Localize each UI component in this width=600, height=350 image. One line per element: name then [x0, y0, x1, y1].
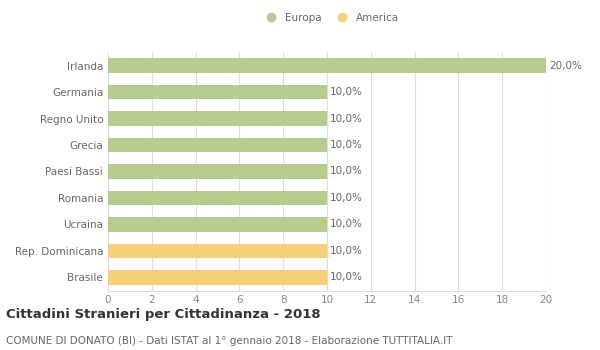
Bar [108, 85, 327, 99]
Bar [108, 138, 327, 152]
Text: 10,0%: 10,0% [330, 114, 363, 124]
Text: 10,0%: 10,0% [330, 87, 363, 97]
Bar [108, 164, 327, 179]
Bar [108, 244, 327, 258]
Text: Cittadini Stranieri per Cittadinanza - 2018: Cittadini Stranieri per Cittadinanza - 2… [6, 308, 320, 321]
Text: COMUNE DI DONATO (BI) - Dati ISTAT al 1° gennaio 2018 - Elaborazione TUTTITALIA.: COMUNE DI DONATO (BI) - Dati ISTAT al 1°… [6, 336, 452, 346]
Bar [108, 270, 327, 285]
Text: 10,0%: 10,0% [330, 140, 363, 150]
Text: 10,0%: 10,0% [330, 246, 363, 256]
Bar [108, 217, 327, 232]
Legend: Europa, America: Europa, America [257, 9, 403, 27]
Bar [108, 191, 327, 205]
Text: 10,0%: 10,0% [330, 193, 363, 203]
Text: 10,0%: 10,0% [330, 219, 363, 229]
Text: 10,0%: 10,0% [330, 167, 363, 176]
Bar [108, 111, 327, 126]
Bar [108, 58, 546, 73]
Text: 10,0%: 10,0% [330, 272, 363, 282]
Text: 20,0%: 20,0% [549, 61, 582, 71]
